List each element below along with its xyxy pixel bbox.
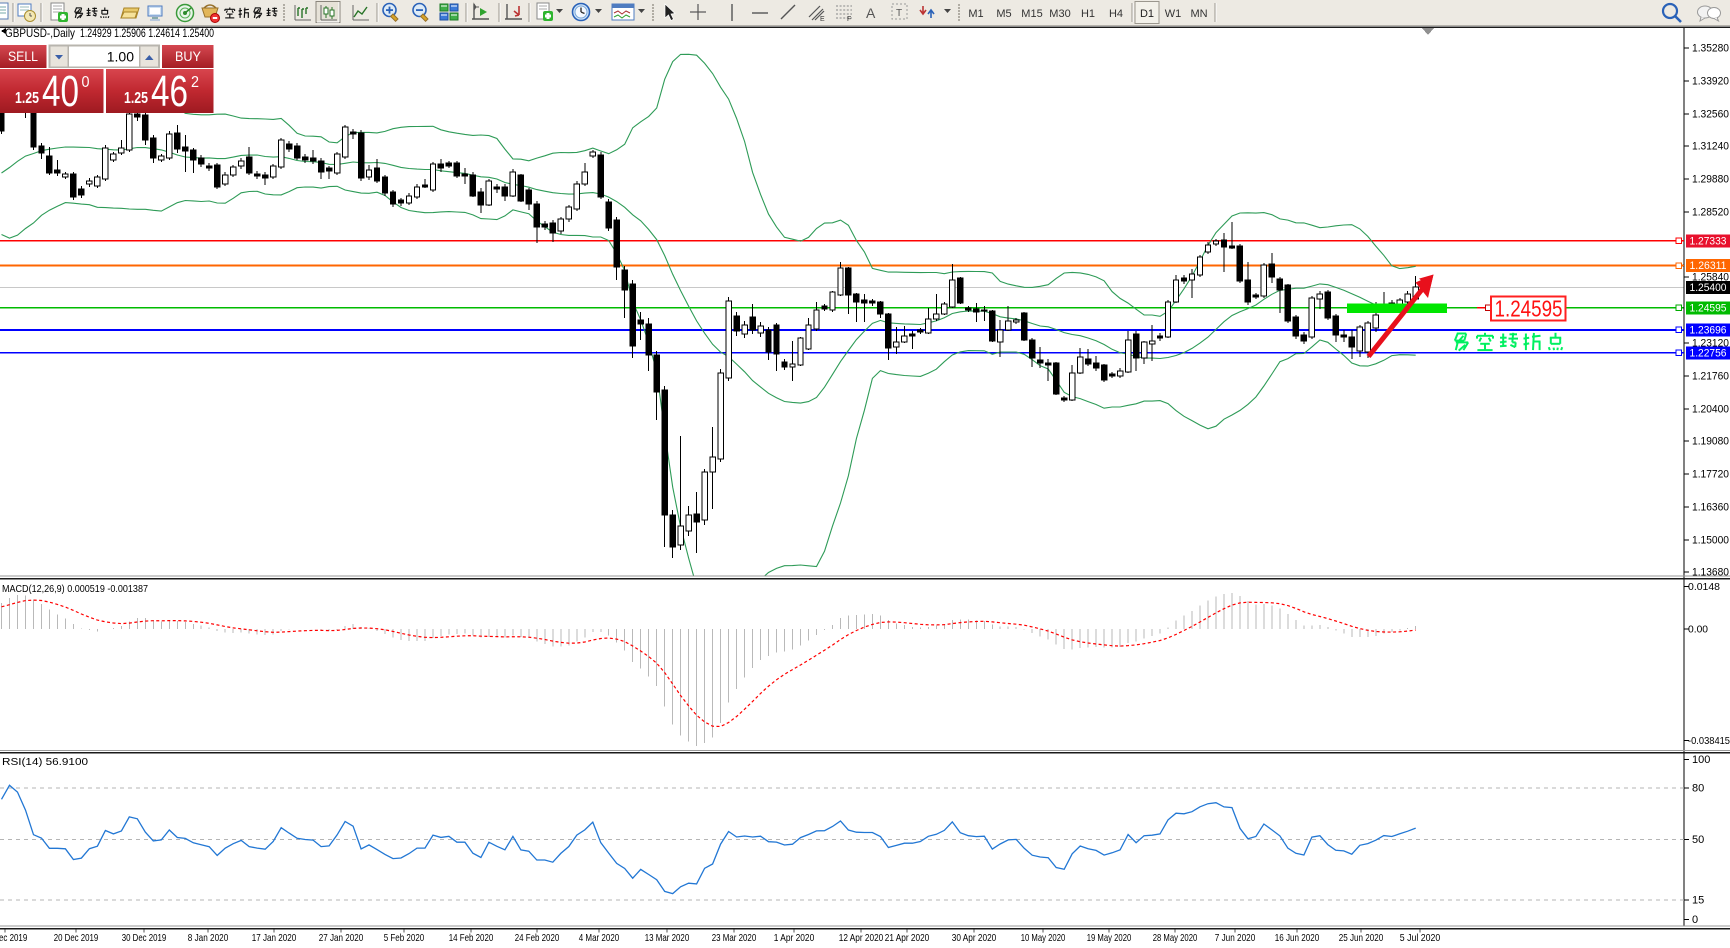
svg-text:RSI(14) 56.9100: RSI(14) 56.9100 — [2, 756, 88, 768]
svg-text:1.24595: 1.24595 — [1495, 296, 1563, 322]
svg-text:M5: M5 — [996, 8, 1011, 20]
svg-text:M30: M30 — [1049, 8, 1070, 20]
svg-text:27 Jan 2020: 27 Jan 2020 — [319, 932, 364, 944]
svg-text:1.31240: 1.31240 — [1692, 141, 1729, 153]
svg-text:1.15000: 1.15000 — [1692, 535, 1729, 547]
svg-text:1.25400: 1.25400 — [1690, 282, 1727, 294]
svg-text:20 Dec 2019: 20 Dec 2019 — [54, 932, 99, 944]
svg-text:16 Jun 2020: 16 Jun 2020 — [1275, 932, 1320, 944]
svg-text:19 May 2020: 19 May 2020 — [1087, 932, 1132, 944]
svg-text:H1: H1 — [1081, 8, 1095, 20]
svg-text:1.24595: 1.24595 — [1690, 302, 1727, 314]
svg-text:D1: D1 — [1140, 8, 1154, 20]
svg-text:1.25: 1.25 — [124, 90, 148, 107]
svg-text:2: 2 — [191, 74, 199, 91]
svg-text:M1: M1 — [968, 8, 983, 20]
svg-text:1.26311: 1.26311 — [1690, 260, 1727, 272]
svg-text:30 Apr 2020: 30 Apr 2020 — [952, 932, 997, 944]
svg-text:BUY: BUY — [175, 49, 201, 64]
svg-text:21 Apr 2020: 21 Apr 2020 — [885, 932, 930, 944]
svg-text:1 Apr 2020: 1 Apr 2020 — [774, 932, 815, 944]
svg-text:15: 15 — [1692, 895, 1704, 907]
svg-text:1.32560: 1.32560 — [1692, 109, 1729, 121]
svg-text:5 Feb 2020: 5 Feb 2020 — [384, 932, 425, 944]
svg-text:7 Jun 2020: 7 Jun 2020 — [1215, 932, 1256, 944]
svg-text:SELL: SELL — [8, 49, 38, 64]
svg-text:1.20400: 1.20400 — [1692, 404, 1729, 416]
svg-text:1.29880: 1.29880 — [1692, 174, 1729, 186]
svg-text:-0.038415: -0.038415 — [1688, 735, 1730, 747]
svg-text:25 Jun 2020: 25 Jun 2020 — [1339, 932, 1384, 944]
svg-text:W1: W1 — [1165, 8, 1182, 20]
svg-text:0.0148: 0.0148 — [1688, 581, 1720, 593]
svg-text:GBPUSD-,Daily: GBPUSD-,Daily — [5, 26, 75, 40]
svg-text:F: F — [847, 16, 851, 23]
svg-text:0.00: 0.00 — [1688, 623, 1708, 635]
svg-text:E: E — [820, 16, 825, 23]
svg-text:1.19080: 1.19080 — [1692, 436, 1729, 448]
svg-text:100: 100 — [1692, 754, 1710, 766]
svg-text:1.35280: 1.35280 — [1692, 43, 1729, 55]
svg-text:10 May 2020: 10 May 2020 — [1021, 932, 1066, 944]
svg-text:30 Dec 2019: 30 Dec 2019 — [122, 932, 167, 944]
svg-text:50: 50 — [1692, 834, 1704, 846]
svg-text:17 Jan 2020: 17 Jan 2020 — [252, 932, 297, 944]
svg-text:1.28520: 1.28520 — [1692, 207, 1729, 219]
svg-text:11 Dec 2019: 11 Dec 2019 — [0, 932, 27, 944]
svg-text:1.24929 1.25906 1.24614 1.2540: 1.24929 1.25906 1.24614 1.25400 — [80, 26, 214, 40]
svg-text:24 Feb 2020: 24 Feb 2020 — [515, 932, 560, 944]
svg-text:23 Mar 2020: 23 Mar 2020 — [712, 932, 757, 944]
svg-text:8 Jan 2020: 8 Jan 2020 — [188, 932, 229, 944]
svg-text:T: T — [896, 8, 902, 19]
svg-text:13 Mar 2020: 13 Mar 2020 — [645, 932, 690, 944]
svg-text:40: 40 — [42, 67, 79, 116]
svg-text:1.23696: 1.23696 — [1690, 325, 1727, 337]
svg-text:1.22756: 1.22756 — [1690, 347, 1727, 359]
svg-text:1.13680: 1.13680 — [1692, 567, 1729, 579]
svg-text:0: 0 — [1692, 914, 1698, 926]
svg-text:12 Apr 2020: 12 Apr 2020 — [839, 932, 884, 944]
svg-text:1.16360: 1.16360 — [1692, 502, 1729, 514]
svg-text:14 Feb 2020: 14 Feb 2020 — [449, 932, 494, 944]
svg-text:1.17720: 1.17720 — [1692, 469, 1729, 481]
svg-text:1.27333: 1.27333 — [1690, 235, 1727, 247]
svg-text:0: 0 — [82, 74, 90, 91]
svg-text:A: A — [866, 5, 876, 21]
svg-text:1.25: 1.25 — [15, 90, 39, 107]
svg-text:4 Mar 2020: 4 Mar 2020 — [579, 932, 620, 944]
svg-text:1.00: 1.00 — [107, 49, 134, 65]
svg-text:1.25840: 1.25840 — [1692, 272, 1729, 284]
svg-text:80: 80 — [1692, 783, 1704, 795]
svg-text:1.21760: 1.21760 — [1692, 371, 1729, 383]
svg-text:1.33920: 1.33920 — [1692, 76, 1729, 88]
svg-text:5 Jul 2020: 5 Jul 2020 — [1400, 932, 1441, 944]
svg-text:H4: H4 — [1109, 8, 1123, 20]
svg-text:MACD(12,26,9) 0.000519 -0.0013: MACD(12,26,9) 0.000519 -0.001387 — [2, 583, 148, 595]
svg-text:46: 46 — [151, 67, 188, 116]
svg-text:MN: MN — [1190, 8, 1207, 20]
svg-text:28 May 2020: 28 May 2020 — [1153, 932, 1198, 944]
svg-text:M15: M15 — [1021, 8, 1042, 20]
